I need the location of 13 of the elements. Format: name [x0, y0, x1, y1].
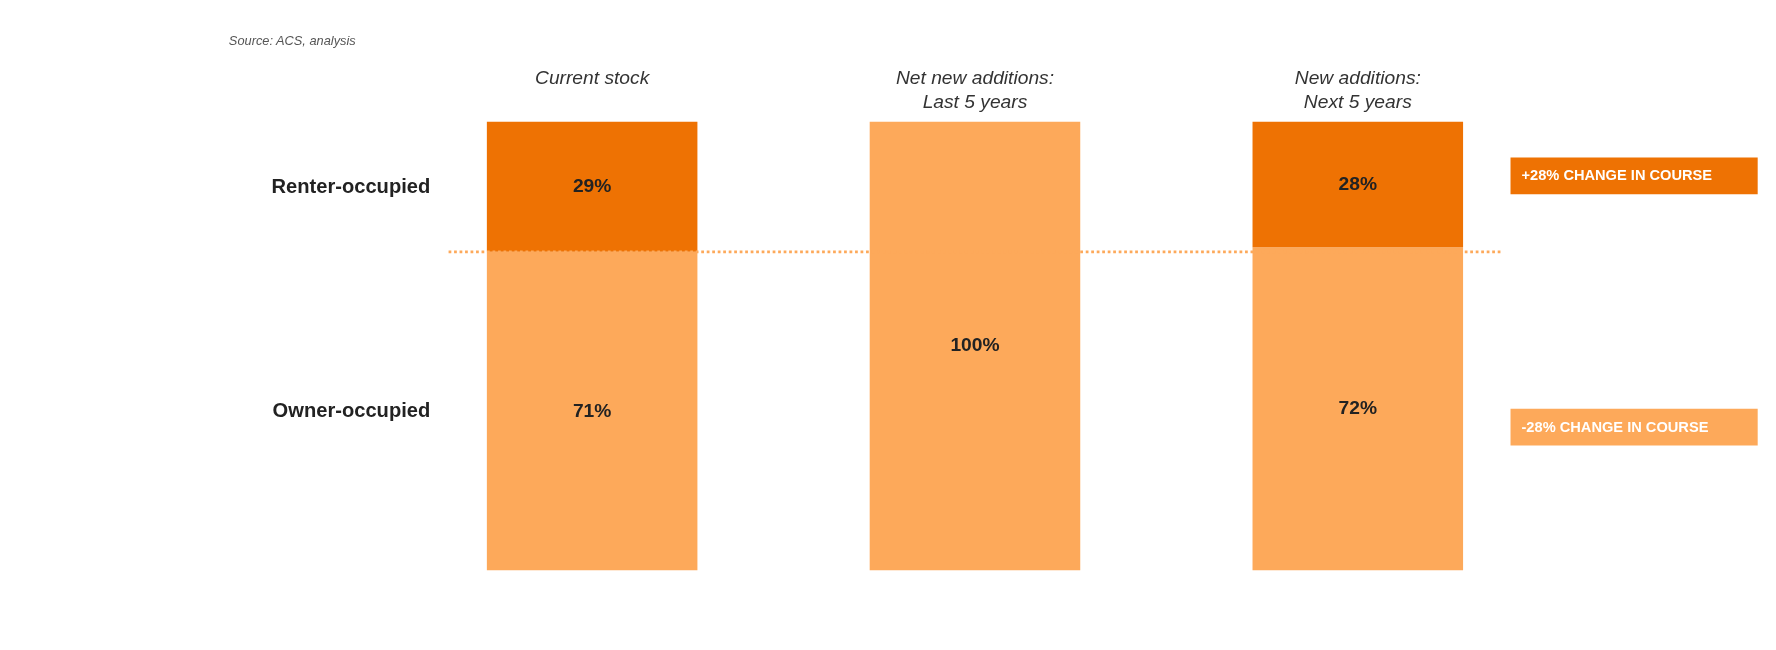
data-label: 71% — [572, 399, 612, 421]
x-tick-label: New additions: Next 5 years — [1294, 66, 1421, 112]
data-label: 28% — [1338, 172, 1378, 194]
data-label: 100% — [950, 334, 1000, 356]
source-note: Source: ACS, analysis — [228, 32, 357, 48]
text: Renter-occupied — [271, 175, 431, 198]
data-label: 72% — [1338, 397, 1378, 419]
text: Owner-occupied — [272, 399, 431, 422]
text: -28% CHANGE IN COURSE — [1521, 418, 1709, 435]
data-label: 29% — [572, 175, 612, 197]
x-tick-label: Current stock — [535, 66, 651, 88]
x-tick-label: Net new additions: Last 5 years — [895, 66, 1055, 112]
text: +28% CHANGE IN COURSE — [1521, 167, 1713, 184]
